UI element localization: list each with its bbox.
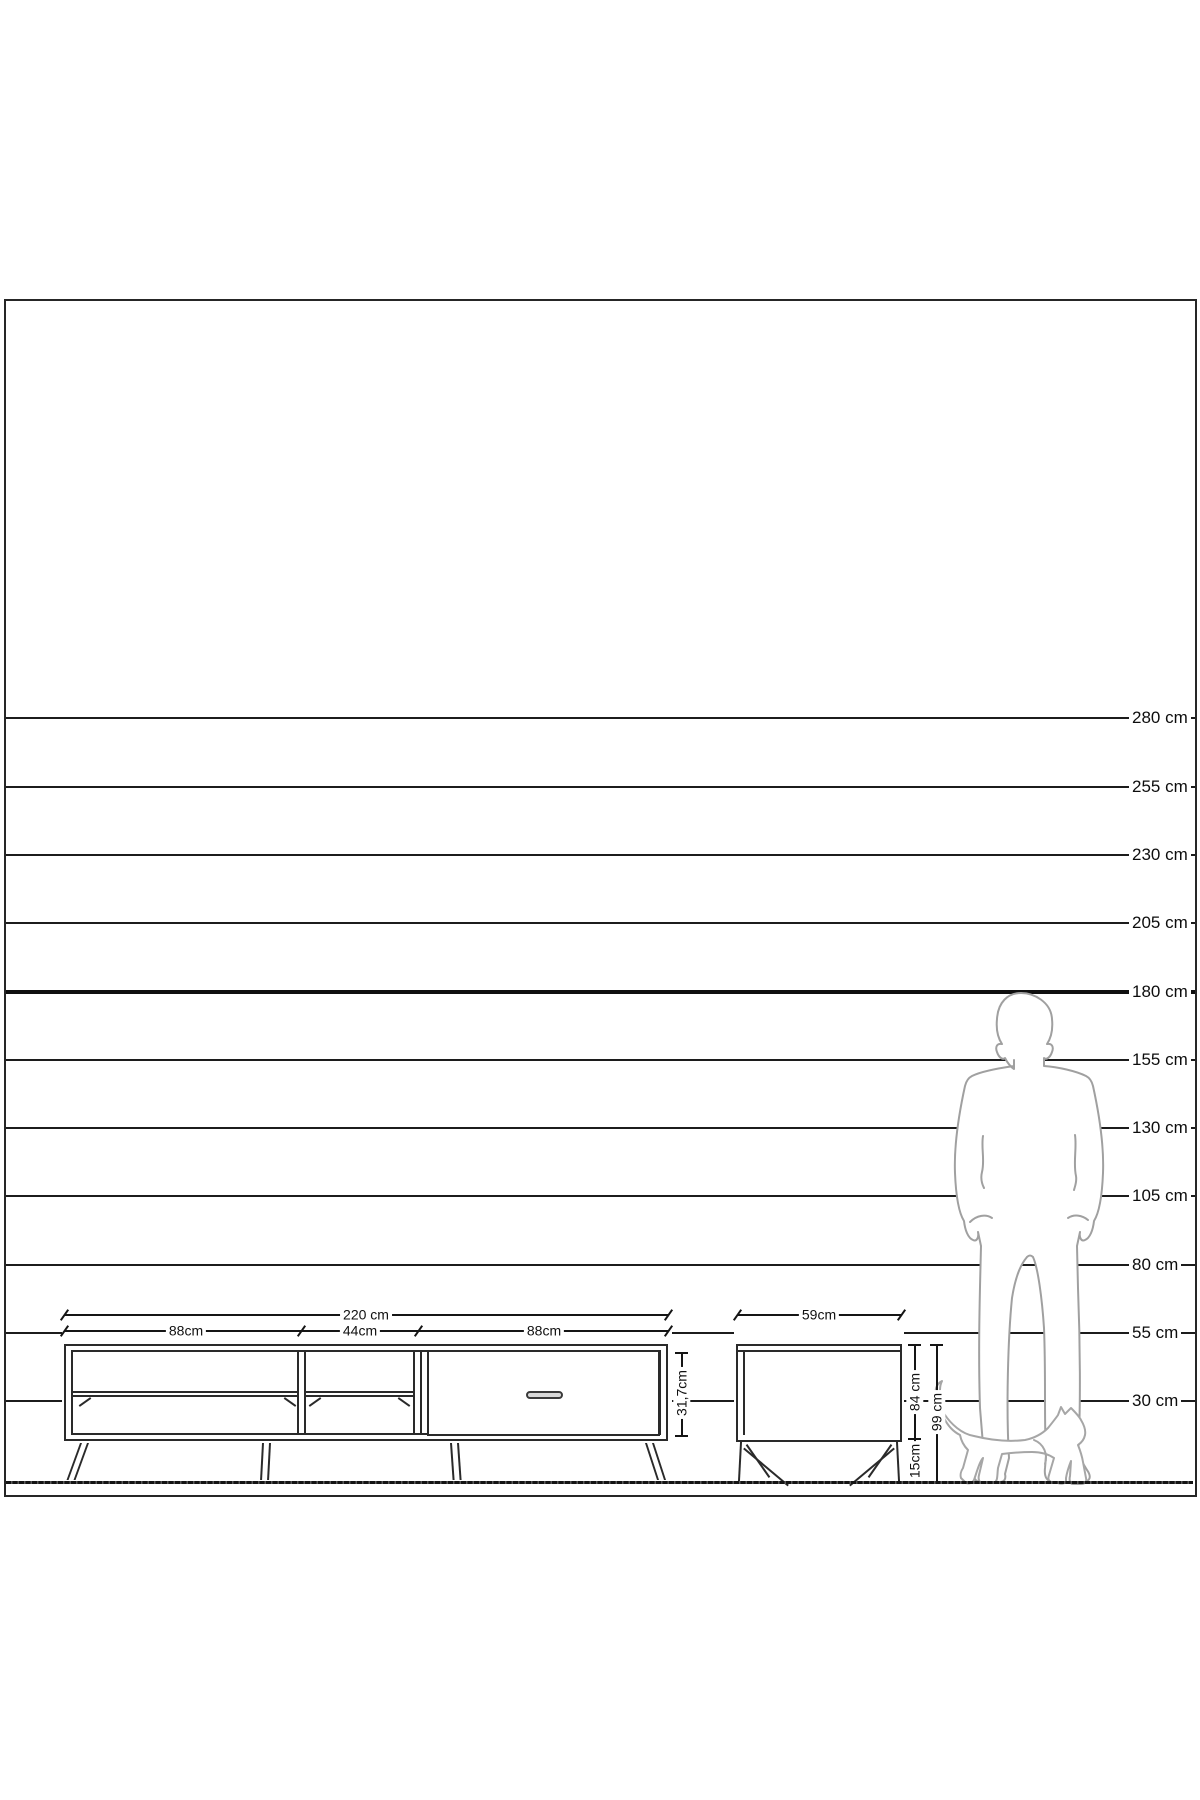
height-line (6, 717, 1195, 719)
ground-line (6, 1481, 1193, 1484)
table-body-height-label: 84 cm (906, 1369, 924, 1415)
height-line (6, 922, 1195, 924)
dim-tick (675, 1352, 688, 1354)
side-table-box (736, 1344, 902, 1442)
table-width-label: 59cm (798, 1306, 840, 1323)
height-line (6, 786, 1195, 788)
height-line-label: 80 cm (1129, 1255, 1182, 1275)
dim-tick (675, 1435, 688, 1437)
height-line-label: 180 cm (1129, 982, 1191, 1002)
scale-figures (934, 992, 1105, 1485)
tv-stand-divider-left (297, 1350, 306, 1435)
tv-stand-divider-right (413, 1350, 422, 1435)
height-line (6, 1264, 1195, 1266)
side-table-backdrop (734, 1323, 904, 1481)
tv-section-label: 88cm (523, 1322, 565, 1339)
height-line-label: 55 cm (1129, 1323, 1182, 1343)
height-line-label: 280 cm (1129, 708, 1191, 728)
man-sleeve-seam (1073, 1134, 1078, 1191)
height-line-label: 30 cm (1129, 1391, 1182, 1411)
height-line-label: 130 cm (1129, 1118, 1191, 1138)
man-pocket (1067, 1214, 1089, 1221)
side-table-top-panel (736, 1350, 902, 1352)
side-table-side-panel (743, 1352, 745, 1435)
dim-tick (908, 1344, 921, 1346)
drawer-handle (526, 1391, 563, 1399)
height-line (6, 1059, 1195, 1061)
dim-tick (930, 1344, 943, 1346)
height-line (6, 1127, 1195, 1129)
man-sleeve-seam (980, 1135, 985, 1189)
tv-height-label: 31,7cm (673, 1367, 691, 1419)
tv-stand-inner-box (71, 1350, 661, 1435)
height-line (6, 990, 1195, 994)
cat-haunch-line (1033, 1439, 1047, 1465)
height-line-label: 255 cm (1129, 777, 1191, 797)
dim-tick (908, 1438, 921, 1440)
tv-stand-shelf-left (73, 1391, 297, 1397)
tv-stand-shelf-middle (306, 1391, 413, 1397)
man-pocket (969, 1214, 993, 1223)
tv-stand-leg (260, 1443, 271, 1480)
height-line-label: 105 cm (1129, 1186, 1191, 1206)
height-line-label: 205 cm (1129, 913, 1191, 933)
height-line-label: 230 cm (1129, 845, 1191, 865)
man-silhouette (953, 992, 1105, 1483)
table-leg-height-label: 15cm (906, 1440, 924, 1482)
tv-total-width-label: 220 cm (340, 1306, 392, 1323)
height-line (6, 1195, 1195, 1197)
tv-section-label: 88cm (165, 1322, 207, 1339)
tv-section-label: 44cm (339, 1322, 381, 1339)
height-line-label: 155 cm (1129, 1050, 1191, 1070)
height-line (6, 854, 1195, 856)
table-total-height-label: 99 cm (928, 1389, 946, 1435)
tv-stand-outer-box (64, 1344, 668, 1441)
